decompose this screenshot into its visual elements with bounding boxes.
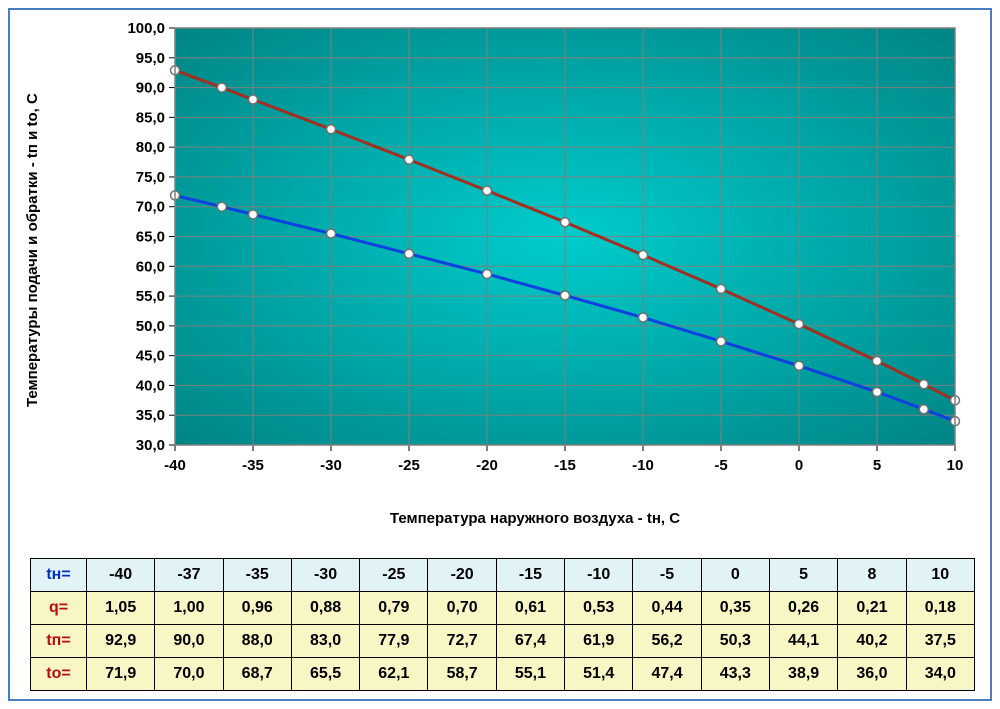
table-cell: 71,9: [87, 658, 155, 691]
table-cell: 40,2: [838, 625, 906, 658]
table-cell: 0,18: [906, 592, 974, 625]
table-cell: 58,7: [428, 658, 496, 691]
table-cell: -25: [360, 559, 428, 592]
table-cell: 0,79: [360, 592, 428, 625]
table-cell: 68,7: [223, 658, 291, 691]
table-cell: 5: [769, 559, 837, 592]
table-cell: 37,5: [906, 625, 974, 658]
svg-text:85,0: 85,0: [136, 109, 165, 126]
table-cell: 1,05: [87, 592, 155, 625]
table-cell: -15: [496, 559, 564, 592]
svg-text:-40: -40: [164, 457, 186, 474]
svg-text:100,0: 100,0: [127, 20, 165, 37]
table-cell: 43,3: [701, 658, 769, 691]
table-cell: 0,21: [838, 592, 906, 625]
table-cell: 56,2: [633, 625, 701, 658]
data-table: tн=-40-37-35-30-25-20-15-10-505810q=1,05…: [30, 558, 975, 691]
table-cell: -10: [565, 559, 633, 592]
row-label: tн=: [31, 559, 87, 592]
table-cell: 44,1: [769, 625, 837, 658]
row-label: q=: [31, 592, 87, 625]
svg-text:40,0: 40,0: [136, 377, 165, 394]
table-cell: 36,0: [838, 658, 906, 691]
table-cell: 0,44: [633, 592, 701, 625]
table-cell: 50,3: [701, 625, 769, 658]
table-cell: -37: [155, 559, 223, 592]
table-cell: 70,0: [155, 658, 223, 691]
svg-text:-30: -30: [320, 457, 342, 474]
line-chart: -40 -35 -30 -25 -20 -15 -10 -5 0 5 10 30,0 35,0 40,0 4…: [100, 20, 970, 490]
table-cell: 1,00: [155, 592, 223, 625]
table-cell: 62,1: [360, 658, 428, 691]
table-cell: 0: [701, 559, 769, 592]
table-cell: 51,4: [565, 658, 633, 691]
table-cell: 0,96: [223, 592, 291, 625]
table-cell: 72,7: [428, 625, 496, 658]
svg-text:10: 10: [947, 457, 964, 474]
svg-text:70,0: 70,0: [136, 199, 165, 216]
table-row: tп=92,990,088,083,077,972,767,461,956,25…: [31, 625, 975, 658]
table-cell: 0,70: [428, 592, 496, 625]
svg-text:-15: -15: [554, 457, 576, 474]
svg-text:-35: -35: [242, 457, 264, 474]
table-cell: 0,53: [565, 592, 633, 625]
table-cell: 47,4: [633, 658, 701, 691]
row-label: tп=: [31, 625, 87, 658]
svg-text:35,0: 35,0: [136, 407, 165, 424]
table-cell: -30: [291, 559, 359, 592]
table-cell: -35: [223, 559, 291, 592]
table-cell: -5: [633, 559, 701, 592]
table-cell: -20: [428, 559, 496, 592]
chart-area: -40 -35 -30 -25 -20 -15 -10 -5 0 5 10 30,0 35,0 40,0 4…: [100, 20, 970, 490]
y-axis-label: Температуры подачи и обратки - tп и to, …: [24, 50, 41, 450]
table-row: q=1,051,000,960,880,790,700,610,530,440,…: [31, 592, 975, 625]
table-cell: 88,0: [223, 625, 291, 658]
svg-text:65,0: 65,0: [136, 229, 165, 246]
svg-text:-10: -10: [632, 457, 654, 474]
svg-text:45,0: 45,0: [136, 348, 165, 365]
table-cell: 67,4: [496, 625, 564, 658]
table-cell: 8: [838, 559, 906, 592]
outer-frame: Температуры подачи и обратки - tп и to, …: [8, 8, 992, 701]
svg-text:90,0: 90,0: [136, 80, 165, 97]
table-cell: 0,88: [291, 592, 359, 625]
table-cell: 65,5: [291, 658, 359, 691]
svg-text:5: 5: [873, 457, 881, 474]
svg-text:50,0: 50,0: [136, 318, 165, 335]
svg-text:0: 0: [795, 457, 803, 474]
svg-text:55,0: 55,0: [136, 288, 165, 305]
table-cell: 0,61: [496, 592, 564, 625]
table-cell: 55,1: [496, 658, 564, 691]
row-label: tо=: [31, 658, 87, 691]
svg-text:80,0: 80,0: [136, 139, 165, 156]
table-cell: 34,0: [906, 658, 974, 691]
table-cell: 10: [906, 559, 974, 592]
x-axis-label: Температура наружного воздуха - tн, C: [100, 510, 970, 527]
table-cell: 90,0: [155, 625, 223, 658]
table-cell: -40: [87, 559, 155, 592]
table-cell: 0,26: [769, 592, 837, 625]
svg-text:75,0: 75,0: [136, 169, 165, 186]
table-row: tн=-40-37-35-30-25-20-15-10-505810: [31, 559, 975, 592]
table-cell: 0,35: [701, 592, 769, 625]
table-cell: 61,9: [565, 625, 633, 658]
svg-text:60,0: 60,0: [136, 258, 165, 275]
svg-text:-20: -20: [476, 457, 498, 474]
table-cell: 92,9: [87, 625, 155, 658]
table-cell: 77,9: [360, 625, 428, 658]
svg-text:-5: -5: [714, 457, 727, 474]
svg-text:95,0: 95,0: [136, 50, 165, 67]
svg-text:30,0: 30,0: [136, 437, 165, 454]
table-cell: 83,0: [291, 625, 359, 658]
svg-text:-25: -25: [398, 457, 420, 474]
table-cell: 38,9: [769, 658, 837, 691]
table-row: tо=71,970,068,765,562,158,755,151,447,44…: [31, 658, 975, 691]
